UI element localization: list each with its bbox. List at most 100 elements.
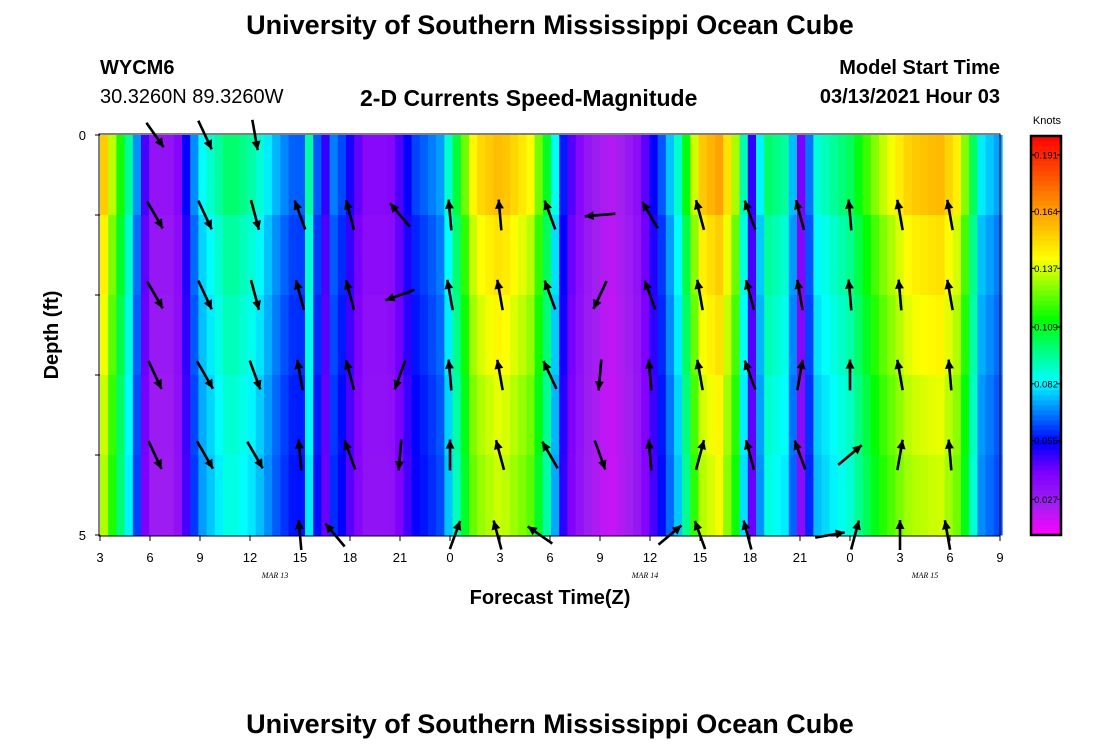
heatmap-cell [288, 375, 298, 456]
heatmap-cell [731, 215, 741, 296]
heatmap-cell [214, 375, 224, 456]
heatmap-cell [854, 215, 864, 296]
heatmap-cell [944, 295, 954, 376]
heatmap-cell [534, 295, 544, 376]
heatmap-cell [633, 215, 642, 296]
x-axis-ticks: 3 6 9 12 15 18 21 0 3 6 9 12 15 18 21 0 3 6 9 MAR 13 MAR 14 M… [96, 535, 1004, 580]
colorbar-swatch [1031, 300, 1061, 307]
y-tick-label: 5 [79, 528, 86, 543]
plot-title: 2-D Currents Speed-Magnitude [360, 85, 698, 111]
heatmap-cell [616, 215, 626, 296]
heatmap-cell [165, 455, 175, 536]
current-vector-arrow [494, 359, 504, 391]
heatmap-cell [641, 135, 650, 216]
heatmap-cell [362, 455, 372, 536]
heatmap-cell [764, 455, 773, 536]
colorbar-swatch [1031, 370, 1061, 376]
heatmap-cell [665, 295, 675, 376]
heatmap-cell [731, 375, 741, 456]
current-vector-arrow [541, 441, 559, 469]
heatmap-cell [190, 215, 199, 296]
heatmap-cell [551, 295, 560, 376]
heatmap-cell [780, 215, 790, 296]
heatmap-cell [526, 375, 536, 456]
heatmap-cell [280, 375, 290, 456]
colorbar-swatch [1031, 185, 1061, 192]
heatmap-cell [993, 135, 1003, 216]
heatmap-cell [575, 135, 585, 216]
colorbar-swatch [1031, 330, 1061, 337]
colorbar-swatch [1031, 490, 1061, 496]
x-date-label: MAR 13 [261, 571, 288, 580]
current-vector-arrow [896, 439, 906, 471]
y-axis-ticks: 05 [79, 128, 100, 543]
heatmap-cell [715, 215, 724, 296]
heatmap-cell [477, 375, 486, 456]
heatmap-cell [706, 375, 716, 456]
heatmap-cell [223, 375, 232, 456]
colorbar-swatch [1031, 420, 1061, 426]
colorbar-swatch [1031, 485, 1061, 491]
heatmap-cell [797, 455, 806, 536]
heatmap-cell [952, 375, 962, 456]
heatmap-cell [575, 215, 585, 296]
heatmap-cell [862, 295, 872, 376]
heatmap-cell [370, 455, 380, 536]
heatmap-cell [436, 135, 445, 216]
heatmap-cell [723, 295, 732, 376]
heatmap-cell [206, 295, 216, 376]
heatmap-cell [510, 135, 519, 216]
current-vector-arrow [444, 279, 454, 311]
heatmap-cell [124, 215, 134, 296]
heatmap-cell [165, 295, 175, 376]
heatmap-cell [961, 295, 970, 376]
colorbar-swatch [1031, 170, 1061, 177]
heatmap-cell [469, 295, 478, 376]
heatmap-cell [747, 215, 757, 296]
heatmap-cell [173, 135, 183, 216]
heatmap-cell [370, 375, 380, 456]
heatmap-cell [395, 455, 404, 536]
current-vector-arrow [195, 360, 215, 390]
heatmap-cell [739, 295, 749, 376]
heatmap-cell [321, 455, 331, 536]
colorbar-swatch [1031, 515, 1061, 521]
current-vector-arrow [249, 199, 262, 231]
page-title: University of Southern Mississippi Ocean… [246, 10, 854, 40]
current-vector-arrow [593, 440, 607, 470]
current-vector-arrow [944, 439, 954, 471]
heatmap-cell [936, 135, 946, 216]
colorbar-swatch [1031, 435, 1061, 441]
heatmap-cell [157, 215, 167, 296]
current-vector-arrow [694, 279, 704, 311]
heatmap-cell [403, 215, 413, 296]
colorbar-swatch [1031, 405, 1061, 411]
heatmap-cell [264, 455, 273, 536]
heatmap-cell [264, 295, 273, 376]
y-axis-label: Depth (ft) [41, 291, 63, 380]
colorbar-swatch [1031, 380, 1061, 386]
heatmap-cell [715, 295, 724, 376]
heatmap-cell [149, 455, 158, 536]
heatmap-cell [378, 215, 388, 296]
current-vector-arrow [845, 359, 855, 391]
heatmap-cell [706, 215, 716, 296]
current-vector-arrow [944, 199, 954, 231]
heatmap-cell [870, 215, 880, 296]
heatmap-cell [600, 455, 609, 536]
colorbar-swatch [1031, 285, 1061, 292]
heatmap-cell [633, 295, 642, 376]
colorbar-swatch [1031, 320, 1061, 327]
current-vector-arrow [944, 279, 954, 311]
heatmap-cell [428, 215, 437, 296]
heatmap-cell [231, 455, 240, 536]
current-vector-arrow [197, 120, 213, 150]
heatmap-cell [952, 455, 962, 536]
heatmap-cell [321, 135, 331, 216]
heatmap-cell [198, 375, 208, 456]
heatmap-cell [559, 455, 568, 536]
heatmap-cell [911, 135, 921, 216]
heatmap-cell [969, 295, 978, 376]
heatmap-cell [485, 215, 495, 296]
heatmap-cell [936, 375, 946, 456]
